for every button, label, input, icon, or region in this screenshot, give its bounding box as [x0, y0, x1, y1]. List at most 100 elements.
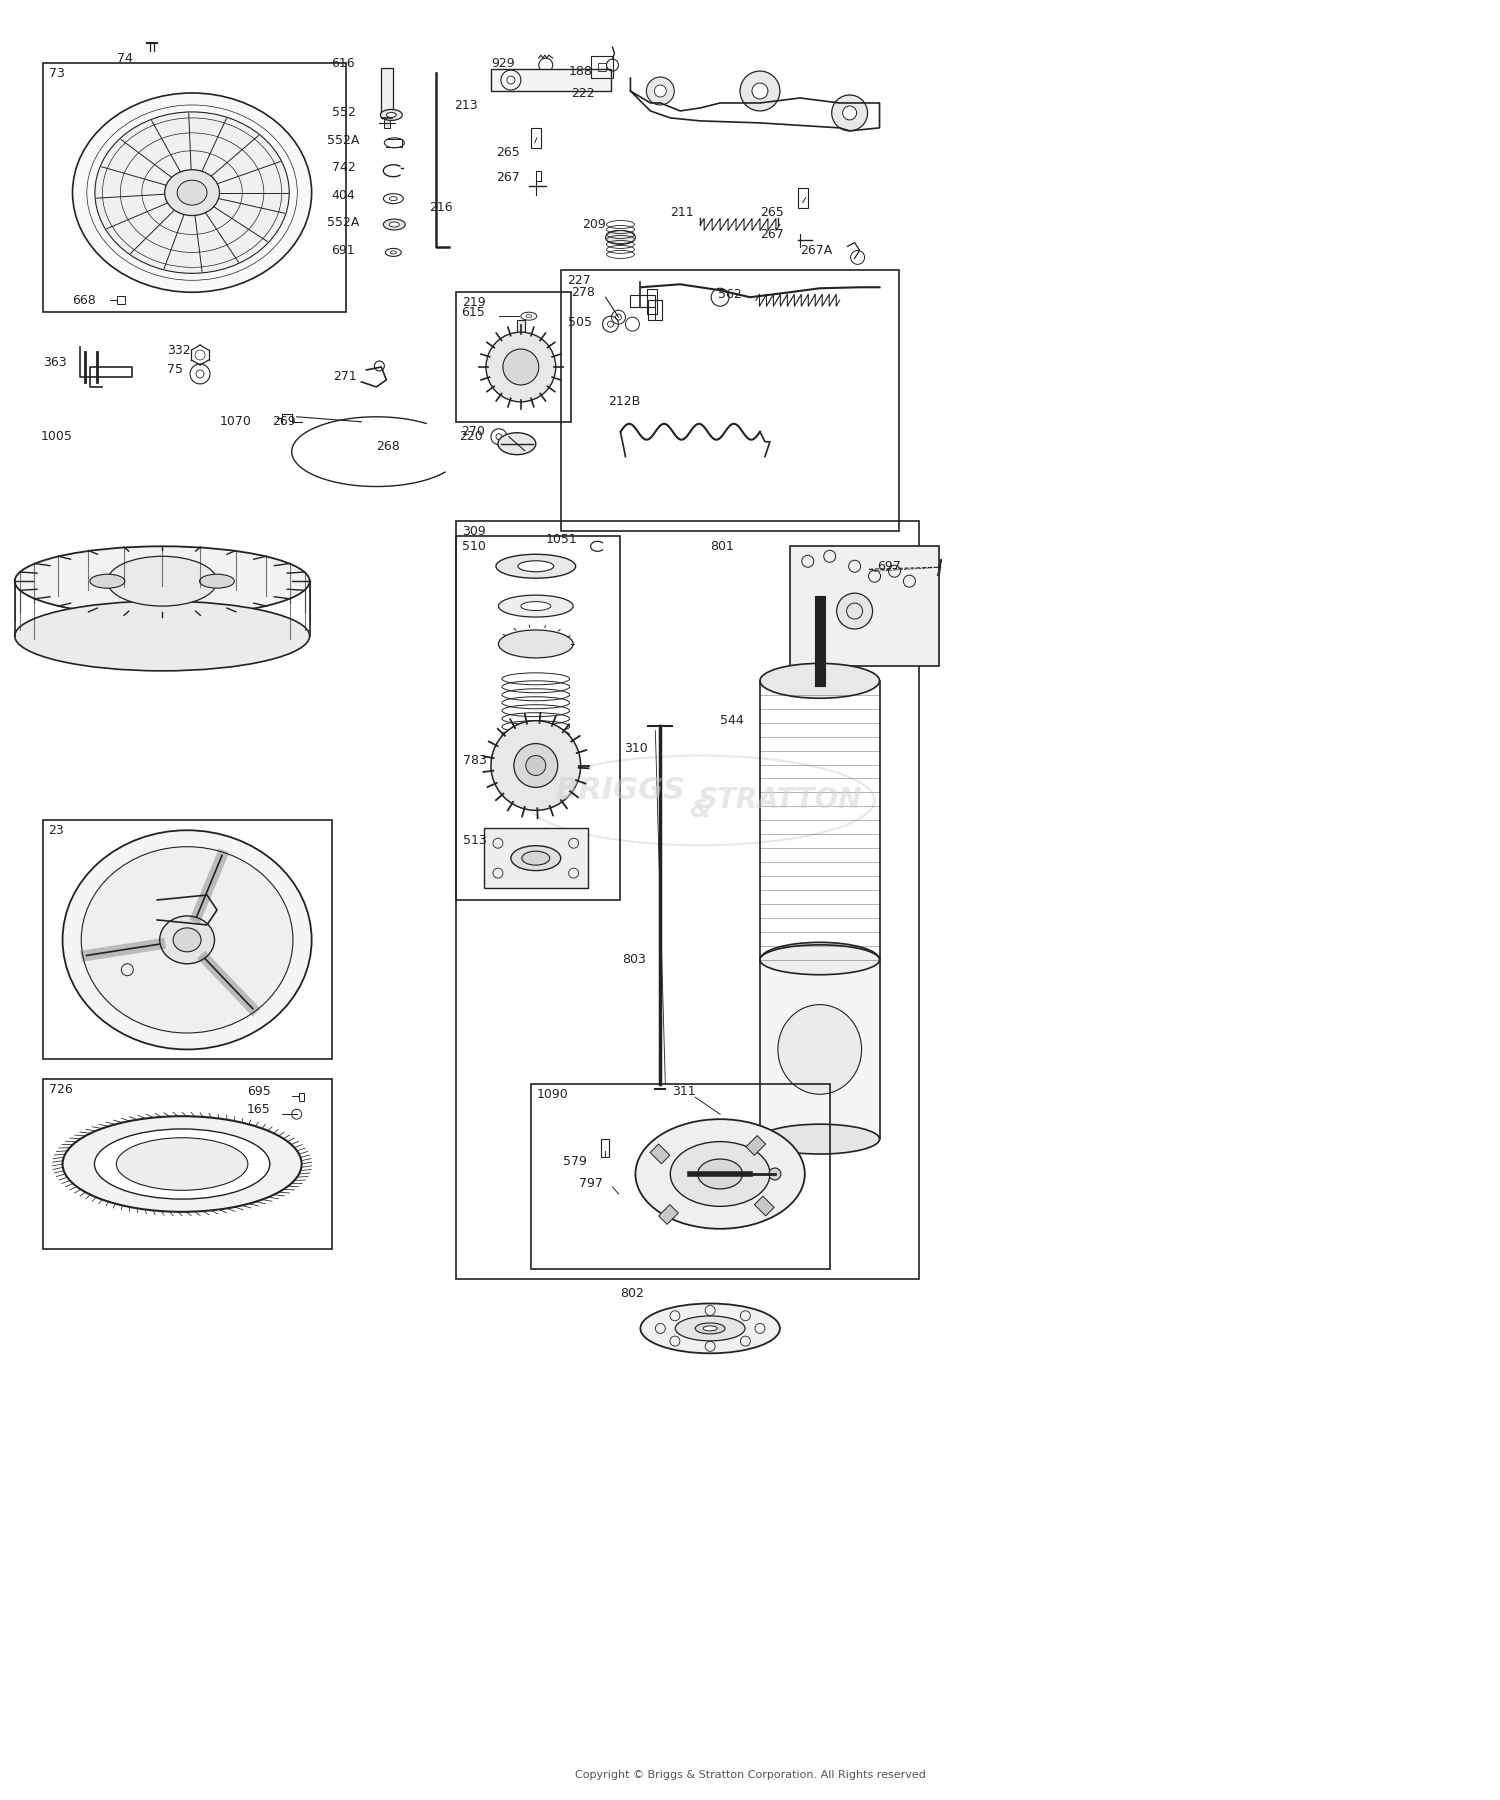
Bar [456, 536, 621, 900]
Text: 544: 544 [720, 715, 744, 727]
Ellipse shape [165, 169, 219, 216]
Bar [600, 1139, 609, 1157]
Ellipse shape [15, 547, 309, 616]
Text: 697: 697 [878, 560, 902, 572]
Text: STRATTON: STRATTON [698, 787, 862, 814]
Text: 220: 220 [459, 430, 483, 443]
Bar [746, 1136, 765, 1156]
Ellipse shape [760, 943, 879, 977]
Text: 268: 268 [376, 441, 400, 454]
Text: 615: 615 [460, 306, 484, 319]
Ellipse shape [670, 1141, 770, 1206]
Ellipse shape [778, 1004, 861, 1094]
Ellipse shape [675, 1316, 746, 1341]
Circle shape [503, 349, 538, 385]
Text: 726: 726 [48, 1084, 72, 1096]
Circle shape [486, 333, 555, 401]
Text: 75: 75 [166, 364, 183, 376]
Ellipse shape [72, 94, 312, 292]
Text: 188: 188 [568, 65, 592, 77]
Bar [381, 68, 393, 119]
Bar [597, 63, 606, 70]
Bar [384, 119, 390, 128]
Bar [648, 301, 663, 320]
Circle shape [490, 720, 580, 810]
Text: 73: 73 [48, 67, 64, 79]
Ellipse shape [522, 851, 549, 866]
Text: 802: 802 [621, 1287, 645, 1300]
Ellipse shape [90, 574, 124, 589]
Text: 310: 310 [624, 742, 648, 754]
Ellipse shape [387, 112, 396, 117]
Ellipse shape [200, 574, 234, 589]
Text: 270: 270 [460, 425, 484, 437]
Bar [798, 187, 808, 207]
Text: 222: 222 [570, 86, 594, 99]
Text: 309: 309 [462, 526, 486, 538]
Text: 801: 801 [710, 540, 734, 553]
Circle shape [740, 70, 780, 112]
Bar [658, 1204, 678, 1224]
Text: 579: 579 [562, 1154, 586, 1168]
Text: 267: 267 [496, 171, 519, 184]
Bar [591, 56, 612, 77]
Ellipse shape [172, 927, 201, 952]
Text: 404: 404 [332, 189, 356, 202]
Text: 267: 267 [760, 229, 783, 241]
Text: Copyright © Briggs & Stratton Corporation. All Rights reserved: Copyright © Briggs & Stratton Corporatio… [574, 1769, 926, 1780]
Text: 219: 219 [462, 297, 486, 310]
Text: 265: 265 [760, 205, 783, 220]
Bar [531, 128, 542, 148]
Ellipse shape [498, 630, 573, 659]
Text: 271: 271 [333, 371, 357, 383]
Ellipse shape [63, 1116, 302, 1211]
Bar [117, 297, 126, 304]
Circle shape [770, 1168, 782, 1181]
Text: 616: 616 [332, 56, 356, 70]
Bar [42, 1080, 332, 1249]
Ellipse shape [381, 110, 402, 121]
Ellipse shape [606, 230, 636, 245]
Text: 227: 227 [567, 274, 591, 288]
Ellipse shape [694, 1323, 724, 1334]
Bar [484, 828, 588, 887]
Bar [650, 1145, 670, 1165]
Ellipse shape [117, 1138, 248, 1190]
Ellipse shape [94, 112, 290, 274]
Ellipse shape [63, 830, 312, 1049]
Text: 332: 332 [166, 344, 190, 356]
Text: 552A: 552A [327, 135, 358, 148]
Text: 311: 311 [672, 1085, 696, 1098]
Circle shape [843, 106, 856, 121]
Text: 505: 505 [567, 315, 591, 329]
Bar [490, 68, 610, 92]
Text: 552: 552 [332, 106, 356, 119]
Ellipse shape [384, 220, 405, 230]
Circle shape [837, 594, 873, 628]
Text: 742: 742 [332, 162, 356, 175]
Ellipse shape [518, 562, 554, 572]
Text: 1005: 1005 [40, 430, 72, 443]
Text: 209: 209 [582, 218, 606, 230]
Ellipse shape [498, 432, 536, 455]
Text: 212B: 212B [609, 396, 640, 409]
Ellipse shape [640, 1303, 780, 1354]
Text: 691: 691 [332, 245, 356, 257]
Bar [754, 1197, 774, 1215]
Ellipse shape [94, 1129, 270, 1199]
Ellipse shape [498, 596, 573, 617]
Text: 74: 74 [117, 52, 134, 65]
Text: 165: 165 [248, 1103, 270, 1116]
Bar [298, 1093, 303, 1102]
Ellipse shape [177, 180, 207, 205]
Ellipse shape [760, 1125, 879, 1154]
Ellipse shape [520, 601, 550, 610]
Text: 510: 510 [462, 540, 486, 553]
Text: 803: 803 [622, 954, 646, 967]
Text: 552A: 552A [327, 216, 358, 229]
Bar [561, 270, 900, 531]
Text: 213: 213 [454, 99, 477, 112]
Ellipse shape [81, 846, 292, 1033]
Text: 1051: 1051 [546, 533, 578, 545]
Text: 783: 783 [464, 754, 488, 767]
